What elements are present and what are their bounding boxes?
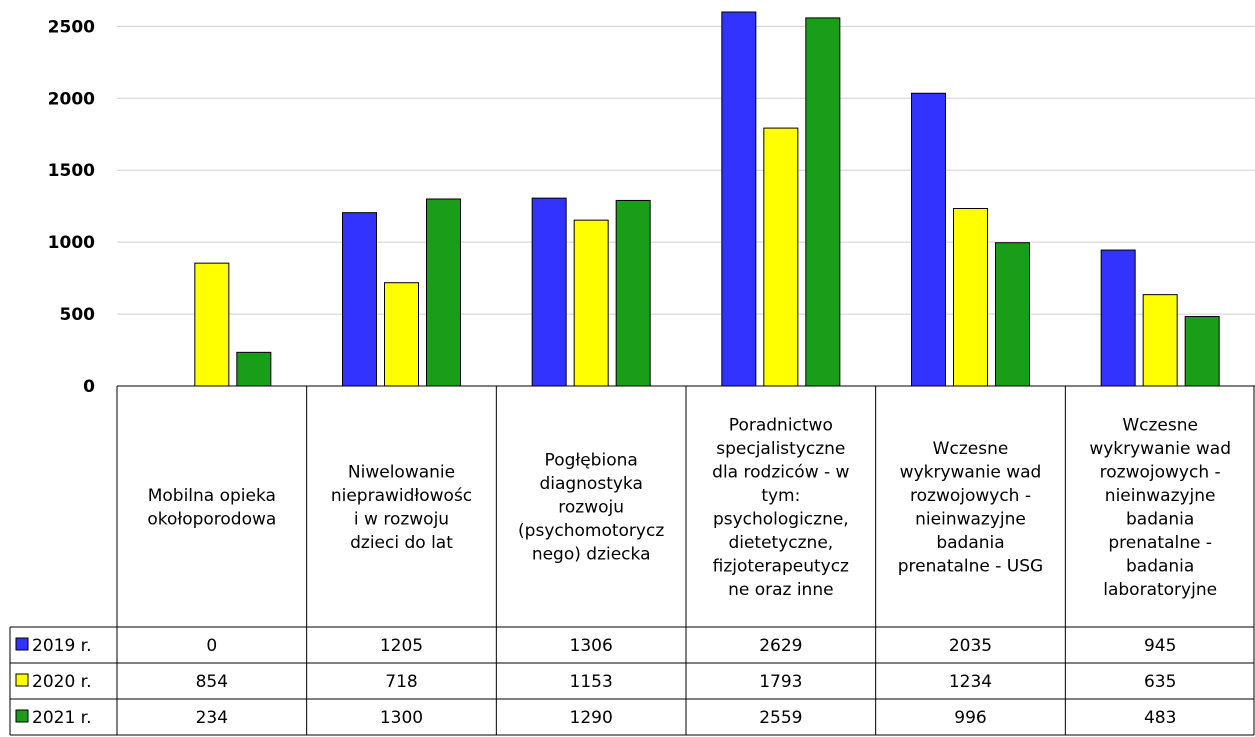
data-label: 718 — [385, 672, 417, 692]
category-label: okołoporodowa — [147, 509, 276, 529]
category-label: Wczesne — [933, 439, 1009, 459]
data-label: 854 — [196, 672, 228, 692]
data-label: 1300 — [380, 708, 423, 728]
series-name: 2021 r. — [32, 708, 92, 728]
y-tick-label: 500 — [60, 305, 96, 325]
data-label: 483 — [1144, 708, 1176, 728]
data-label: 234 — [196, 708, 228, 728]
bar-2021r-cat1 — [426, 198, 461, 387]
data-label: 2559 — [759, 708, 802, 728]
category-label: dietetyczne, — [728, 533, 833, 553]
category-label: diagnostyka — [539, 474, 642, 494]
category-label: prenatalne - — [1108, 533, 1212, 553]
category-label: psychologiczne, — [713, 509, 849, 529]
category-label: prenatalne - USG — [898, 556, 1043, 576]
data-label: 1306 — [570, 636, 613, 656]
category-label: laboratoryjne — [1103, 580, 1217, 600]
bar-2020r-cat5 — [1142, 294, 1178, 387]
y-tick-label: 0 — [83, 377, 95, 397]
category-label: badania — [1126, 556, 1194, 576]
data-label: 996 — [954, 708, 986, 728]
series-name: 2020 r. — [32, 672, 92, 692]
legend-key — [15, 673, 29, 687]
y-tick-label: 2000 — [48, 89, 95, 109]
category-label: rozwojowych - — [1100, 462, 1221, 482]
category-label: Mobilna opieka — [148, 486, 276, 506]
data-label: 2035 — [949, 636, 992, 656]
data-label: 1205 — [380, 636, 423, 656]
bar-2019r-cat1 — [342, 212, 377, 387]
category-label: ne oraz inne — [728, 580, 834, 600]
bar-2020r-cat4 — [953, 207, 988, 387]
category-label: Poradnictwo — [729, 415, 833, 435]
bar-2019r-cat5 — [1100, 249, 1136, 387]
category-label: nego) dziecka — [532, 545, 651, 565]
gridlines — [117, 25, 1255, 315]
category-label: tym: — [761, 486, 800, 506]
bar-2021r-cat4 — [995, 242, 1030, 387]
data-label: 1290 — [570, 708, 613, 728]
category-label: badania — [936, 533, 1004, 553]
category-label: Niwelowanie — [348, 462, 455, 482]
category-label: (psychomotorycz — [518, 521, 664, 541]
category-label: nieinwazyjne — [915, 509, 1026, 529]
bar-2020r-cat2 — [573, 219, 609, 387]
y-tick-label: 1500 — [48, 161, 95, 181]
data-label: 945 — [1144, 636, 1176, 656]
category-label: wykrywanie wad — [900, 462, 1042, 482]
category-label: Pogłębiona — [545, 451, 638, 471]
bar-2021r-cat3 — [805, 17, 841, 387]
bar-2021r-cat2 — [615, 199, 651, 387]
category-label: wykrywanie wad — [1089, 439, 1231, 459]
bar-2020r-cat1 — [384, 282, 419, 387]
legend-key — [15, 709, 29, 723]
category-label: rozwoju — [558, 498, 624, 518]
data-label: 635 — [1144, 672, 1176, 692]
y-tick-label: 2500 — [48, 17, 95, 37]
data-table: Mobilna opieka okołoporodowa Niwelowanie ni… — [9, 385, 1255, 736]
bars — [194, 11, 1220, 387]
series-name: 2019 r. — [32, 636, 92, 656]
data-label: 2629 — [759, 636, 802, 656]
bar-2021r-cat0 — [236, 351, 272, 387]
category-label: rozwojowych - — [910, 486, 1031, 506]
category-label: nieprawidłowośc — [331, 486, 472, 506]
legend-key — [15, 637, 29, 651]
bar-2021r-cat5 — [1184, 316, 1220, 387]
category-label: specjalistyczne — [716, 439, 845, 459]
category-label: dla rodziców - w — [712, 462, 849, 482]
data-label: 1234 — [949, 672, 992, 692]
y-axis-ticks: 0 500 1000 1500 2000 2500 — [48, 17, 95, 397]
category-label: fizjoterapeutycz — [713, 556, 849, 576]
category-label: Wczesne — [1122, 415, 1198, 435]
bar-2020r-cat0 — [194, 262, 230, 387]
category-label: nieinwazyjne — [1105, 486, 1216, 506]
bar-2020r-cat3 — [763, 127, 799, 387]
category-label: dzieci do lat — [350, 533, 453, 553]
category-label: i w rozwoju — [354, 509, 449, 529]
data-label: 1153 — [570, 672, 613, 692]
data-label: 1793 — [759, 672, 802, 692]
bar-2019r-cat3 — [721, 11, 757, 387]
bar-2019r-cat2 — [531, 197, 567, 387]
category-label: badania — [1126, 509, 1194, 529]
y-tick-label: 1000 — [48, 233, 95, 253]
data-label: 0 — [206, 636, 217, 656]
bar-2019r-cat4 — [911, 92, 946, 387]
